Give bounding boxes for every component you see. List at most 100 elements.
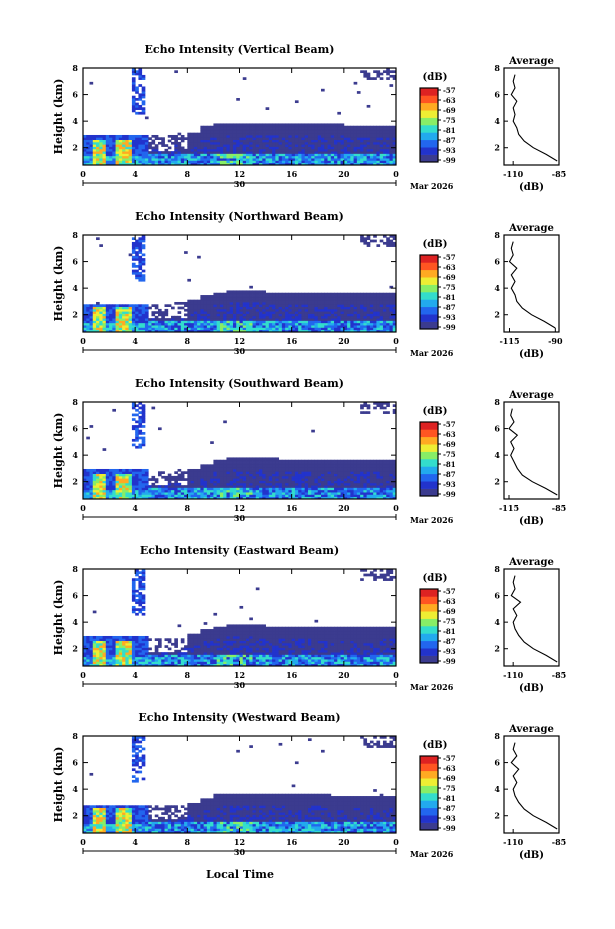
heatmap-cell: [203, 489, 208, 493]
heatmap-cell: [89, 494, 94, 498]
heatmap-cell: [356, 295, 361, 298]
heatmap-cell: [307, 158, 312, 161]
heatmap-cell: [109, 325, 113, 328]
heatmap-cell: [343, 322, 348, 326]
heatmap-cell: [236, 466, 240, 470]
heatmap-cell: [249, 295, 253, 298]
heatmap-cell: [122, 329, 126, 333]
heatmap-cell: [141, 153, 146, 157]
heatmap-cell: [363, 128, 368, 131]
heatmap-cell: [131, 418, 136, 421]
heatmap-cell: [242, 125, 247, 129]
heatmap-cell: [239, 487, 244, 491]
heatmap-cell: [360, 466, 364, 470]
heatmap-cell: [203, 132, 208, 136]
heatmap-cell: [128, 478, 133, 481]
heatmap-cell: [89, 659, 94, 662]
heatmap-cell: [330, 464, 335, 468]
heatmap-cell: [92, 304, 97, 307]
heatmap-cell: [369, 480, 374, 484]
heatmap-cell: [278, 478, 283, 481]
heatmap-cell: [356, 494, 361, 498]
heatmap-cell: [353, 322, 358, 326]
heatmap-cell: [242, 489, 247, 493]
heatmap-cell: [154, 148, 159, 152]
heatmap-cell: [135, 436, 139, 440]
heatmap-cell: [99, 153, 103, 157]
heatmap-cell: [86, 436, 90, 440]
heatmap-cell: [363, 489, 368, 493]
heatmap-cell: [382, 130, 387, 134]
heatmap-cell: [373, 139, 377, 143]
heatmap-cell: [252, 473, 257, 477]
heatmap-cell: [216, 158, 221, 161]
heatmap-cell: [210, 318, 214, 321]
heatmap-cell: [392, 471, 397, 474]
heatmap-cell: [131, 425, 136, 428]
heatmap-cell: [171, 306, 175, 310]
heatmap-cell: [131, 88, 136, 92]
heatmap-cell: [317, 313, 322, 317]
heatmap-cell: [125, 318, 130, 321]
heatmap-cell: [144, 471, 149, 474]
heatmap-cell: [376, 464, 381, 468]
heatmap-cell: [96, 635, 100, 639]
colorbar-tick-label: -69: [443, 106, 456, 115]
heatmap-cell: [291, 146, 296, 150]
heatmap-cell: [112, 162, 116, 166]
heatmap-cell: [236, 297, 240, 301]
heatmap-cell: [321, 466, 325, 470]
colorbar-swatch: [420, 473, 438, 482]
heatmap-cell: [210, 489, 214, 493]
heatmap-cell: [275, 162, 280, 166]
heatmap-cell: [83, 659, 87, 662]
heatmap-cell: [347, 482, 351, 486]
heatmap-cell: [353, 489, 358, 493]
heatmap-cell: [298, 155, 302, 159]
heatmap-cell: [83, 144, 87, 147]
heatmap-cell: [307, 462, 312, 465]
heatmap-cell: [144, 489, 149, 493]
heatmap-cell: [360, 492, 364, 495]
heatmap-cell: [118, 306, 123, 310]
heatmap-cell: [171, 158, 175, 161]
heatmap-cell: [118, 325, 123, 328]
y-tick-label: 4: [72, 283, 78, 293]
heatmap-cell: [379, 464, 384, 468]
heatmap-cell: [327, 489, 332, 493]
heatmap-cell: [252, 132, 257, 136]
heatmap-cell: [376, 482, 381, 486]
heatmap-cell: [360, 487, 364, 491]
colorbar-tick-label: -93: [443, 480, 456, 489]
heatmap-cell: [340, 146, 345, 150]
heatmap-cell: [206, 480, 211, 484]
heatmap-cell: [144, 496, 149, 500]
heatmap-cell: [330, 471, 335, 474]
heatmap-cell: [360, 322, 364, 326]
heatmap-cell: [382, 299, 387, 303]
heatmap-cell: [382, 139, 387, 143]
heatmap-cell: [340, 327, 345, 331]
heatmap-cell: [366, 301, 371, 305]
heatmap-cell: [115, 329, 120, 333]
heatmap-cell: [356, 304, 361, 307]
heatmap-cell: [252, 160, 257, 164]
heatmap-cell: [229, 139, 234, 143]
heatmap-cell: [239, 137, 244, 140]
heatmap-cell: [213, 299, 218, 303]
heatmap-cell: [232, 123, 237, 127]
heatmap-cell: [112, 139, 116, 143]
heatmap-cell: [135, 471, 139, 474]
heatmap-cell: [197, 475, 201, 479]
heatmap-cell: [239, 306, 244, 310]
heatmap-cell: [386, 492, 390, 495]
heatmap-cell: [327, 158, 332, 161]
heatmap-cell: [317, 325, 322, 328]
heatmap-cell: [249, 471, 253, 474]
heatmap-cell: [262, 162, 266, 166]
heatmap-cell: [268, 132, 273, 136]
heatmap-cell: [131, 162, 136, 166]
heatmap-cell: [239, 485, 244, 488]
heatmap-cell: [213, 487, 218, 491]
heatmap-cell: [268, 123, 273, 127]
